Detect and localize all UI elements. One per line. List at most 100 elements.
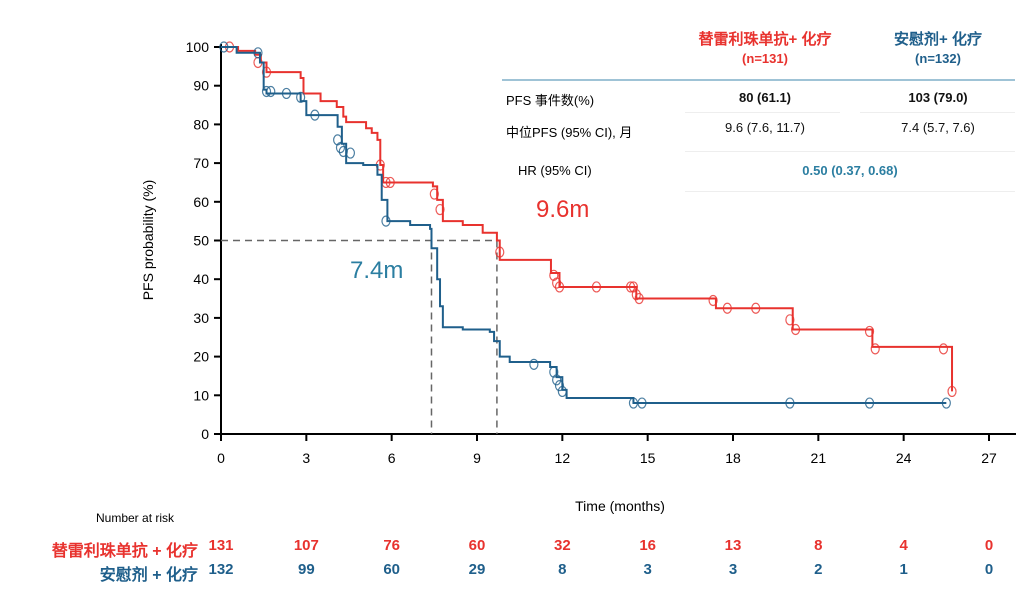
row-divider <box>685 112 840 113</box>
header-exp-name: 替雷利珠单抗+ 化疗 <box>698 31 832 48</box>
censor-mark <box>947 385 957 398</box>
censor-mark <box>785 314 795 326</box>
y-tick-label: 20 <box>193 349 209 365</box>
row-1-label: 中位PFS (95% CI), 月 <box>506 125 633 140</box>
y-tick-label: 30 <box>193 310 209 326</box>
censor-mark <box>529 358 539 370</box>
risk-value: 0 <box>984 561 994 578</box>
row-0-label: PFS 事件数(%) <box>506 93 595 108</box>
censor-mark <box>751 302 761 314</box>
censor-mark <box>554 281 565 293</box>
header-ctrl: 安慰剂+ 化疗 (n=132) <box>868 30 1008 68</box>
censor-mark <box>625 281 636 293</box>
censor-mark <box>870 343 880 355</box>
risk-value: 132 <box>208 561 234 578</box>
y-tick-label: 50 <box>193 233 209 249</box>
header-ctrl-name: 安慰剂+ 化疗 <box>894 31 982 48</box>
y-tick-label: 80 <box>193 116 209 132</box>
censor-mark <box>495 246 505 258</box>
censor-mark <box>435 203 445 216</box>
risk-value: 107 <box>293 537 319 554</box>
censor-mark <box>591 281 602 293</box>
censor-mark <box>941 397 951 409</box>
x-tick-label: 3 <box>302 450 310 466</box>
censor-mark <box>552 277 562 289</box>
y-tick-label: 40 <box>193 271 209 287</box>
x-axis-label: Time (months) <box>575 498 665 514</box>
censor-mark <box>554 380 565 392</box>
risk-value: 99 <box>297 561 315 578</box>
hr-value: 0.50 (0.37, 0.68) <box>802 163 898 178</box>
y-tick-label: 90 <box>193 78 209 94</box>
risk-value: 13 <box>724 537 742 554</box>
censor-mark <box>722 302 732 314</box>
censor-mark <box>628 281 639 293</box>
censor-mark <box>333 134 343 146</box>
risk-value: 131 <box>208 537 234 554</box>
risk-value: 32 <box>553 537 571 554</box>
risk-value: 29 <box>468 561 486 578</box>
censor-mark <box>631 289 641 301</box>
y-tick-label: 100 <box>186 39 210 55</box>
risk-title: Number at risk <box>96 511 175 525</box>
y-tick-label: 10 <box>193 387 209 403</box>
censor-mark <box>552 374 562 386</box>
row-divider <box>860 112 1015 113</box>
risk-value: 60 <box>383 561 400 578</box>
risk-value: 0 <box>984 537 994 554</box>
header-exp: 替雷利珠单抗+ 化疗 (n=131) <box>690 30 840 68</box>
censor-mark <box>381 215 391 227</box>
censor-mark <box>864 325 875 338</box>
km-curve-experimental <box>221 46 954 392</box>
censor-mark <box>634 292 644 305</box>
risk-value: 76 <box>383 537 400 554</box>
censor-mark <box>429 188 439 200</box>
censor-mark <box>549 269 559 281</box>
censor-mark <box>557 385 567 398</box>
row-divider <box>685 151 1015 152</box>
y-tick-label: 70 <box>193 155 209 171</box>
censor-mark <box>790 323 801 336</box>
row-0-ctrl: 103 (79.0) <box>908 90 968 105</box>
x-tick-label: 12 <box>555 450 571 466</box>
censor-mark <box>219 41 229 53</box>
median-label-ctrl: 7.4m <box>350 257 404 284</box>
km-curve-control <box>221 46 947 405</box>
censor-mark <box>938 343 949 355</box>
x-tick-label: 21 <box>811 450 827 466</box>
risk-value: 8 <box>558 561 567 578</box>
risk-value: 60 <box>468 537 486 554</box>
censor-mark <box>335 142 346 154</box>
censor-mark <box>261 66 272 78</box>
censor-mark <box>785 397 795 409</box>
censor-mark <box>296 91 306 103</box>
censor-mark <box>338 145 348 158</box>
x-tick-label: 27 <box>981 450 997 466</box>
risk-row-label-exp: 替雷利珠单抗 + 化疗 <box>51 543 198 560</box>
censor-mark <box>266 85 276 98</box>
header-exp-n: (n=131) <box>742 51 788 66</box>
risk-value: 8 <box>814 537 823 554</box>
row-1-ctrl: 7.4 (5.7, 7.6) <box>901 120 975 135</box>
x-tick-label: 15 <box>640 450 656 466</box>
censor-mark <box>281 87 292 100</box>
censor-mark <box>345 147 356 159</box>
row-1-exp: 9.6 (7.6, 11.7) <box>725 120 805 135</box>
censor-mark <box>549 366 559 378</box>
x-tick-label: 24 <box>896 450 912 466</box>
censor-mark <box>310 109 320 121</box>
x-tick-label: 6 <box>388 450 396 466</box>
risk-value: 3 <box>728 561 738 578</box>
y-axis-label: PFS probability (%) <box>140 179 156 301</box>
censor-mark <box>261 85 272 98</box>
x-tick-label: 0 <box>217 450 225 466</box>
censor-mark <box>864 397 875 409</box>
row-divider <box>685 191 1015 192</box>
censor-mark <box>385 176 395 189</box>
risk-row-label-ctrl: 安慰剂 + 化疗 <box>99 567 198 584</box>
risk-value: 3 <box>643 561 652 578</box>
x-tick-label: 18 <box>725 450 741 466</box>
x-tick-label: 9 <box>473 450 481 466</box>
header-divider <box>502 79 1015 81</box>
